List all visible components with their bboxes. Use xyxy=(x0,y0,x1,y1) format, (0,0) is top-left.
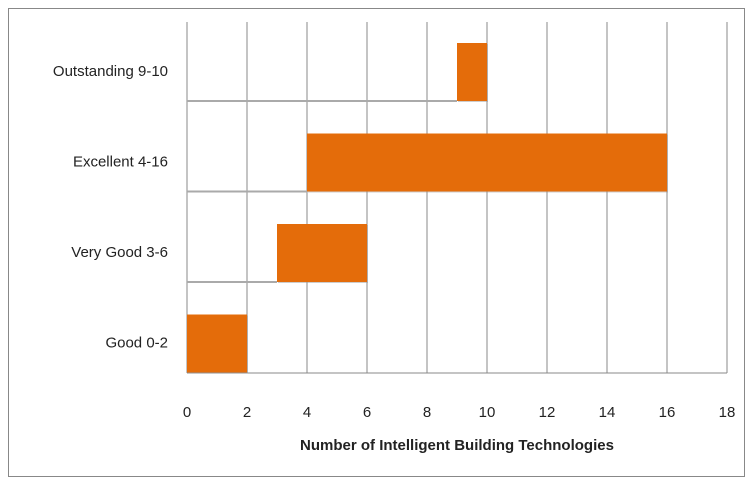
x-tick-label: 8 xyxy=(423,404,431,421)
bar xyxy=(307,133,667,192)
x-axis-label: Number of Intelligent Building Technolog… xyxy=(300,437,614,454)
bar xyxy=(187,314,247,373)
chart-border xyxy=(8,8,745,477)
bar xyxy=(457,43,487,101)
x-tick-label: 18 xyxy=(719,404,736,421)
x-tick-label: 6 xyxy=(363,404,371,421)
x-tick-label: 10 xyxy=(479,404,496,421)
x-tick-label: 14 xyxy=(599,404,616,421)
y-tick-label: Good 0-2 xyxy=(105,334,168,351)
x-tick-label: 12 xyxy=(539,404,556,421)
bar xyxy=(277,224,367,282)
x-tick-label: 4 xyxy=(303,404,311,421)
y-tick-label: Excellent 4-16 xyxy=(73,153,168,170)
y-tick-label: Very Good 3-6 xyxy=(71,244,168,261)
y-tick-label: Outstanding 9-10 xyxy=(53,63,168,80)
x-tick-label: 16 xyxy=(659,404,676,421)
x-tick-label: 2 xyxy=(243,404,251,421)
x-tick-label: 0 xyxy=(183,404,191,421)
